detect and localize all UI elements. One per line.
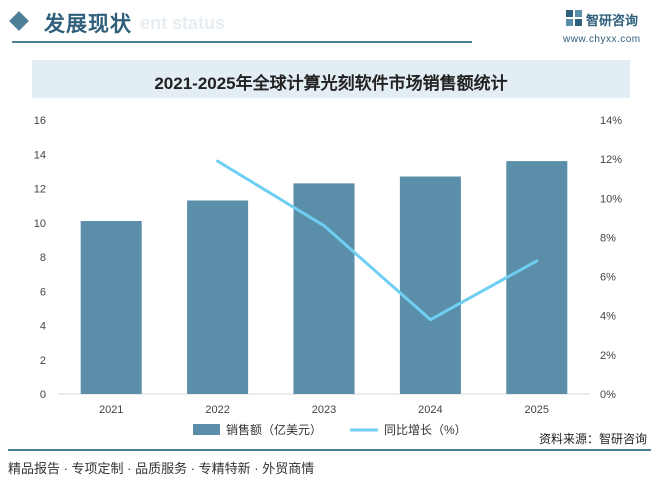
bar <box>187 200 249 394</box>
footer-divider <box>8 449 651 451</box>
y-left-tick-label: 2 <box>40 355 46 367</box>
footer-tagline: 精品报告 · 专项定制 · 品质服务 · 专精特新 · 外贸商情 <box>8 461 315 476</box>
growth-line <box>216 159 539 322</box>
chart-title-band: 2021-2025年全球计算光刻软件市场销售额统计 <box>32 60 630 98</box>
y-left-tick-label: 14 <box>34 149 46 161</box>
x-tick-label: 2021 <box>99 404 123 416</box>
y-right-tick-label: 8% <box>600 232 616 244</box>
brand-url: www.chyxx.com <box>563 34 641 45</box>
page-title: 发展现状 <box>44 13 132 36</box>
y-left-tick-label: 6 <box>40 286 46 298</box>
legend-bar-swatch <box>193 424 220 435</box>
y-left-tick-label: 4 <box>40 321 46 333</box>
y-right-tick-label: 12% <box>600 154 622 166</box>
y-right-tick-label: 2% <box>600 350 616 362</box>
bar <box>399 176 461 394</box>
x-tick-label: 2022 <box>205 404 229 416</box>
y-left-tick-label: 12 <box>34 184 46 196</box>
y-right-tick-label: 14% <box>600 115 622 127</box>
x-tick-label: 2025 <box>525 404 549 416</box>
legend-bar-label: 销售额（亿美元） <box>226 422 322 437</box>
header-divider <box>12 41 472 43</box>
chart-title: 2021-2025年全球计算光刻软件市场销售额统计 <box>154 74 508 93</box>
combo-chart: 0 2 4 6 8 10 12 14 16 0% 2% 4% 6% 8% 10% 12% 14% 2021 2022… <box>34 115 622 437</box>
diamond-icon <box>9 11 29 31</box>
brand-name: 智研咨询 <box>586 13 639 28</box>
y-left-tick-label: 16 <box>34 115 46 127</box>
header-subtitle-en: ent status <box>140 13 226 33</box>
y-left-tick-label: 10 <box>34 218 46 230</box>
bar <box>506 161 568 394</box>
source-note: 资料来源：智研咨询 <box>538 432 647 446</box>
y-right-tick-label: 4% <box>600 311 616 323</box>
brand-logo-icon <box>566 10 582 26</box>
legend-line-label: 同比增长（%） <box>384 423 467 437</box>
bar <box>293 183 355 394</box>
y-right-tick-label: 0% <box>600 389 616 401</box>
y-right-tick-label: 6% <box>600 272 616 284</box>
y-left-tick-label: 0 <box>40 389 46 401</box>
y-left-tick-label: 8 <box>40 252 46 264</box>
bar <box>80 221 142 394</box>
header: ent status 发展现状 智研咨询 www.chyxx.com <box>0 0 659 46</box>
x-tick-label: 2024 <box>418 404 442 416</box>
x-tick-label: 2023 <box>312 404 336 416</box>
y-right-tick-label: 10% <box>600 193 622 205</box>
